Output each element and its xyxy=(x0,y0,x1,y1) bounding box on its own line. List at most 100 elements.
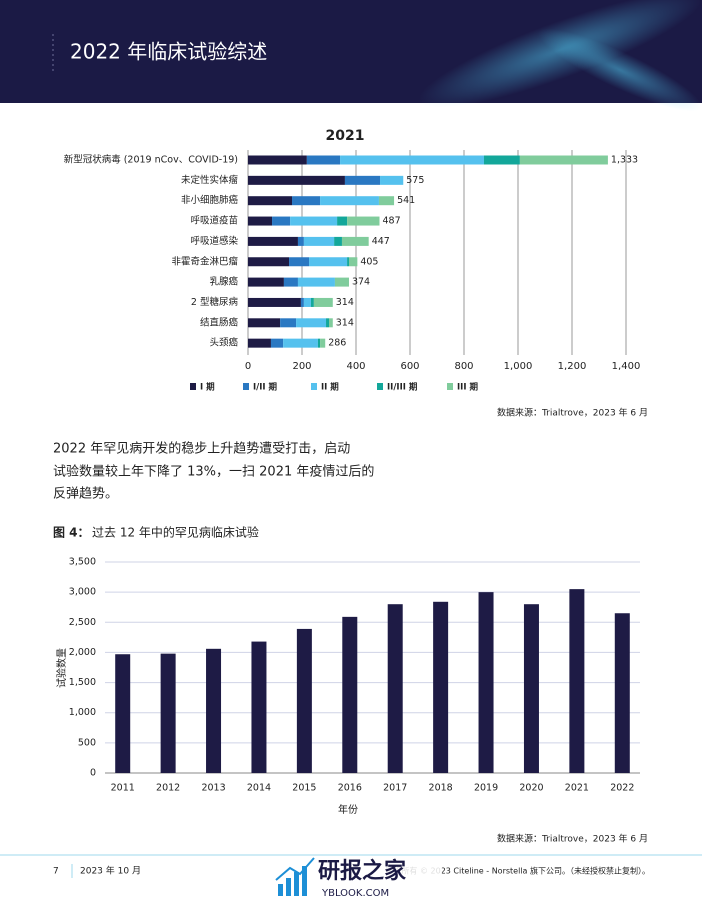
bar-segment xyxy=(297,236,304,246)
legend-swatch xyxy=(377,383,383,390)
legend-label: III 期 xyxy=(457,382,478,393)
x-tick-label: 1,200 xyxy=(558,361,587,372)
bar xyxy=(614,613,630,773)
x-tick-label: 1,400 xyxy=(612,361,641,372)
legend-swatch xyxy=(190,383,196,390)
bar-segment xyxy=(347,216,380,226)
bar-segment xyxy=(292,196,321,206)
total-label: 374 xyxy=(352,277,370,288)
bar-segment xyxy=(272,216,291,226)
x-tick-label: 2013 xyxy=(201,783,225,794)
bar-segment xyxy=(313,297,333,307)
bar xyxy=(296,628,312,773)
bar-segment xyxy=(248,175,345,185)
bar-segment xyxy=(300,297,304,307)
bar-segment xyxy=(340,155,484,165)
legend-swatch xyxy=(243,383,249,390)
bar-segment xyxy=(248,297,301,307)
total-label: 286 xyxy=(328,338,346,349)
bar-segment xyxy=(297,277,335,287)
x-tick-label: 400 xyxy=(346,361,365,372)
bar-segment xyxy=(283,338,318,348)
x-axis-label: 年份 xyxy=(338,803,358,816)
watermark-icon xyxy=(275,857,315,896)
bar-segment xyxy=(519,155,608,165)
x-tick-label: 2019 xyxy=(474,783,498,794)
bar-segment xyxy=(280,318,297,328)
y-axis-label: 试验数量 xyxy=(55,648,68,688)
bar-segment xyxy=(380,175,404,185)
bar-segment xyxy=(347,257,349,267)
bar-segment xyxy=(296,318,327,328)
bar-segment xyxy=(341,236,369,246)
x-tick-label: 2017 xyxy=(383,783,407,794)
y-tick-label: 3,500 xyxy=(69,557,96,568)
bar xyxy=(160,653,176,773)
page-title: 2022 年临床试验综述 xyxy=(70,40,267,64)
bar-segment xyxy=(290,216,338,226)
x-tick-label: 200 xyxy=(292,361,311,372)
bar-segment xyxy=(248,338,271,348)
bar-segment xyxy=(320,196,379,206)
bar-segment xyxy=(329,318,333,328)
legend-swatch xyxy=(311,383,317,390)
x-tick-label: 2014 xyxy=(247,783,271,794)
total-label: 314 xyxy=(336,317,354,328)
figure-title: 过去 12 年中的罕见病临床试验 xyxy=(92,525,259,540)
bar-segment xyxy=(248,318,281,328)
chart-title: 2021 xyxy=(326,128,365,144)
bar xyxy=(569,589,585,773)
legend-label: II/III 期 xyxy=(387,382,418,393)
bar-segment xyxy=(248,155,307,165)
y-tick-label: 1,500 xyxy=(69,677,96,688)
bar-segment xyxy=(306,155,341,165)
legend-label: I 期 xyxy=(200,382,215,393)
category-label: 乳腺癌 xyxy=(209,276,238,288)
x-tick-label: 2015 xyxy=(292,783,316,794)
bar-segment xyxy=(334,277,349,287)
footer-date: 2023 年 10 月 xyxy=(80,865,141,877)
bar xyxy=(115,654,131,773)
bar-segment xyxy=(248,236,298,246)
category-label: 新型冠状病毒 (2019 nCov、COVID-19) xyxy=(64,154,238,166)
paragraph-line: 试验数量较上年下降了 13%，一扫 2021 年疫情过后的 xyxy=(53,464,374,480)
bar-segment xyxy=(289,257,310,267)
watermark-url: YBLOOK.COM xyxy=(321,888,389,899)
category-label: 结直肠癌 xyxy=(200,316,239,328)
bar-segment xyxy=(334,236,342,246)
copyright: 版权所有 © 2023 Citeline - Norstella 旗下公司。（未… xyxy=(385,866,650,876)
category-label: 非霍奇金淋巴瘤 xyxy=(171,255,238,267)
bar-segment xyxy=(309,257,348,267)
category-label: 呼吸道感染 xyxy=(190,235,238,247)
bar-segment xyxy=(337,216,348,226)
page-number: 7 xyxy=(53,867,59,877)
bar-segment xyxy=(248,277,284,287)
x-tick-label: 2018 xyxy=(429,783,453,794)
bar xyxy=(206,648,222,773)
x-tick-label: 600 xyxy=(400,361,419,372)
bar xyxy=(523,604,539,773)
total-label: 487 xyxy=(382,216,400,227)
bar-segment xyxy=(248,196,293,206)
total-label: 405 xyxy=(360,256,378,267)
y-tick-label: 500 xyxy=(78,737,96,748)
category-label: 头颈癌 xyxy=(209,337,238,349)
y-tick-label: 3,000 xyxy=(69,587,96,598)
x-tick-label: 2022 xyxy=(610,783,634,794)
bar-segment xyxy=(320,338,326,348)
legend-swatch xyxy=(447,383,453,390)
bar-segment xyxy=(378,196,395,206)
x-tick-label: 800 xyxy=(454,361,473,372)
x-tick-label: 2016 xyxy=(338,783,362,794)
bar-segment xyxy=(483,155,520,165)
x-tick-label: 2012 xyxy=(156,783,180,794)
source: 数据来源：Trialtrove，2023 年 6 月 xyxy=(497,407,648,419)
bar xyxy=(433,601,449,773)
bar-segment xyxy=(303,297,311,307)
category-label: 非小细胞肺癌 xyxy=(181,194,239,206)
y-tick-label: 2,000 xyxy=(69,647,96,658)
total-label: 575 xyxy=(406,175,424,186)
total-label: 1,333 xyxy=(611,155,638,166)
x-tick-label: 2020 xyxy=(519,783,543,794)
bar-segment xyxy=(270,338,284,348)
